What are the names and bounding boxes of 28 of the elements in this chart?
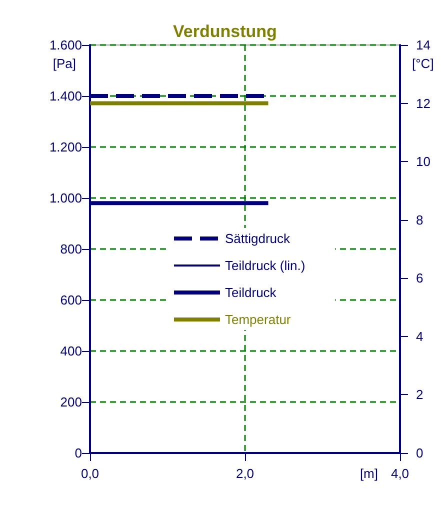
y-tick-label: 800 <box>60 242 82 256</box>
y-tick-label: 1.000 <box>49 190 82 206</box>
y-tick-label: 400 <box>60 344 82 358</box>
y2-axis-title: [°C] <box>412 56 434 71</box>
y2-tick-label: 10 <box>416 154 430 170</box>
x-tick-label: 0,0 <box>80 466 100 481</box>
x-tick-label: 2,0 <box>236 466 254 481</box>
y-axis-title: [Pa] <box>52 56 76 71</box>
y2-tick-label: 14 <box>416 38 430 52</box>
y-tick-label: 1.600 <box>49 38 82 52</box>
y2-tick-label: 8 <box>416 212 424 228</box>
y-tick-label: 200 <box>60 394 82 410</box>
y-tick-label: 600 <box>60 292 82 308</box>
legend-label: Sättigdruck <box>225 231 291 246</box>
y2-tick-label: 2 <box>416 387 424 402</box>
x-tick-label: 4,0 <box>390 466 410 481</box>
y2-tick-label: 0 <box>416 446 424 460</box>
legend-label: Temperatur <box>225 312 292 327</box>
legend-label: Teildruck (lin.) <box>225 258 306 273</box>
x-axis-title: [m] <box>360 466 378 481</box>
legend-label: Teildruck <box>225 285 277 300</box>
y-tick-label: 1.200 <box>49 140 82 154</box>
y2-tick-label: 6 <box>416 270 424 286</box>
y2-tick-label: 12 <box>416 96 430 111</box>
y-tick-label: 1.400 <box>49 88 82 104</box>
y2-tick-label: 4 <box>416 328 424 344</box>
y-tick-label: 0 <box>74 446 82 460</box>
chart-title: Verdunstung <box>173 22 277 41</box>
